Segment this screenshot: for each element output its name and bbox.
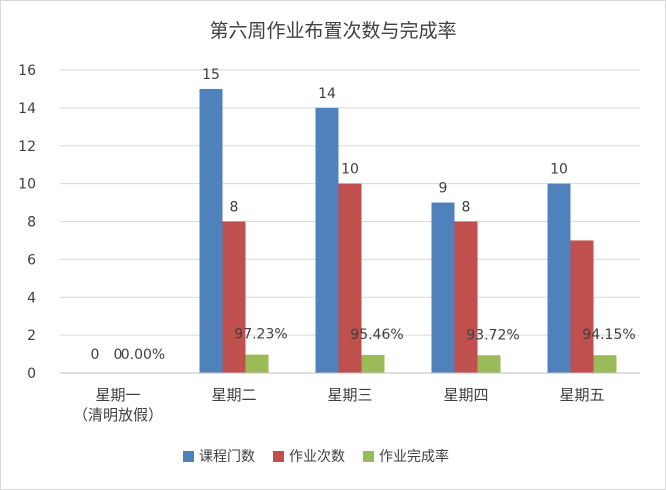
y-tick-label: 8: [27, 215, 36, 231]
x-category-label: 星期四: [443, 386, 488, 404]
bar-2-5: [570, 240, 594, 373]
bar-1-4: [431, 202, 455, 373]
data-label: 9: [439, 181, 448, 197]
legend-label: 作业次数: [289, 449, 345, 465]
chart-title: 第六周作业布置次数与完成率: [209, 20, 456, 42]
y-tick-label: 14: [18, 101, 36, 117]
bar-1-3: [315, 107, 339, 373]
y-tick-label: 4: [27, 290, 36, 306]
data-label: 14: [318, 86, 336, 102]
bar-2-3: [338, 183, 362, 373]
y-tick-label: 0: [27, 366, 36, 382]
y-tick-label: 10: [18, 177, 36, 193]
y-tick-label: 16: [18, 63, 36, 79]
data-label: 0: [91, 347, 100, 363]
x-category-label: 星期三: [327, 386, 372, 404]
x-category-label: 星期二: [211, 386, 256, 404]
data-label: 10: [341, 162, 359, 178]
legend-label: 课程门数: [199, 449, 255, 465]
data-label: 97.23%: [234, 327, 287, 343]
bar-3-4: [477, 355, 501, 373]
data-label: 8: [462, 200, 471, 216]
bar-3-2: [245, 354, 269, 373]
legend-swatch: [363, 451, 374, 462]
x-category-label: （清明放假）: [73, 406, 163, 424]
data-label: 0: [114, 347, 123, 363]
y-tick-label: 6: [27, 252, 36, 268]
bar-2-2: [222, 221, 246, 373]
legend-swatch: [273, 451, 284, 462]
data-label: 95.46%: [350, 327, 403, 343]
bar-3-3: [361, 354, 385, 373]
x-category-label: 星期五: [559, 386, 604, 404]
y-tick-label: 2: [27, 328, 36, 344]
data-label: 94.15%: [582, 327, 635, 343]
data-label: 15: [202, 67, 220, 83]
bar-3-5: [593, 355, 617, 373]
legend-label: 作业完成率: [379, 448, 449, 465]
legend-swatch: [183, 451, 194, 462]
y-tick-label: 12: [18, 139, 36, 155]
data-label: 8: [230, 200, 239, 216]
bar-1-2: [199, 88, 223, 373]
bar-1-5: [547, 183, 571, 373]
data-label: 93.72%: [466, 327, 519, 343]
bar-2-4: [454, 221, 478, 373]
data-label: 10: [550, 162, 568, 178]
x-category-label: 星期一: [95, 386, 140, 404]
data-label: 0.00%: [121, 347, 165, 363]
